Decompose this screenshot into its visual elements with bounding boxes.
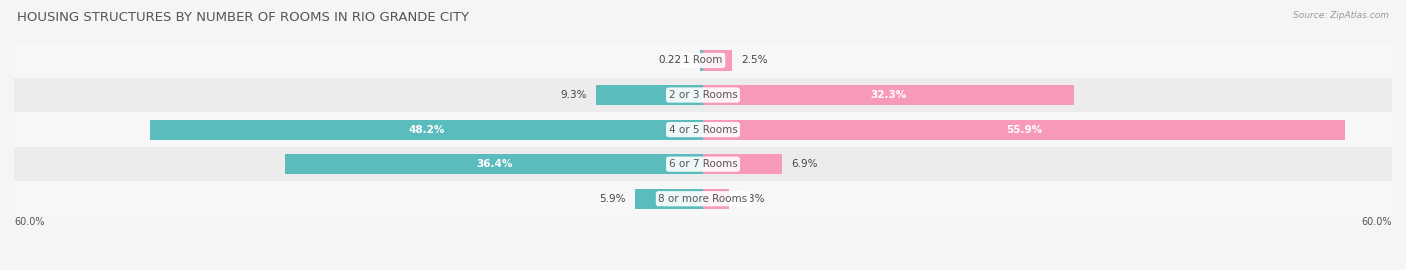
- Text: 1 Room: 1 Room: [683, 55, 723, 66]
- Text: 2 or 3 Rooms: 2 or 3 Rooms: [669, 90, 737, 100]
- Text: 60.0%: 60.0%: [14, 217, 45, 227]
- Bar: [14, 181, 1392, 216]
- Bar: [149, 120, 703, 140]
- Text: 36.4%: 36.4%: [475, 159, 512, 169]
- Text: 4 or 5 Rooms: 4 or 5 Rooms: [669, 124, 737, 135]
- Text: 2.5%: 2.5%: [741, 55, 768, 66]
- Text: 32.3%: 32.3%: [870, 90, 907, 100]
- Bar: [14, 43, 1392, 78]
- Text: HOUSING STRUCTURES BY NUMBER OF ROOMS IN RIO GRANDE CITY: HOUSING STRUCTURES BY NUMBER OF ROOMS IN…: [17, 11, 468, 24]
- Bar: [596, 85, 703, 105]
- Text: Source: ZipAtlas.com: Source: ZipAtlas.com: [1294, 11, 1389, 20]
- Bar: [703, 50, 731, 70]
- Text: 6.9%: 6.9%: [792, 159, 818, 169]
- Text: 8 or more Rooms: 8 or more Rooms: [658, 194, 748, 204]
- Text: 6 or 7 Rooms: 6 or 7 Rooms: [669, 159, 737, 169]
- Text: 48.2%: 48.2%: [408, 124, 444, 135]
- Bar: [285, 154, 703, 174]
- Text: 55.9%: 55.9%: [1005, 124, 1042, 135]
- Bar: [14, 147, 1392, 181]
- Bar: [14, 112, 1392, 147]
- Bar: [703, 85, 1074, 105]
- Text: 60.0%: 60.0%: [1361, 217, 1392, 227]
- Text: 0.22%: 0.22%: [658, 55, 692, 66]
- Text: 5.9%: 5.9%: [599, 194, 626, 204]
- Bar: [703, 189, 730, 209]
- Bar: [703, 120, 1346, 140]
- Bar: [700, 50, 703, 70]
- Bar: [636, 189, 703, 209]
- Bar: [14, 78, 1392, 112]
- Bar: [703, 154, 782, 174]
- Text: 9.3%: 9.3%: [561, 90, 588, 100]
- Text: 2.3%: 2.3%: [738, 194, 765, 204]
